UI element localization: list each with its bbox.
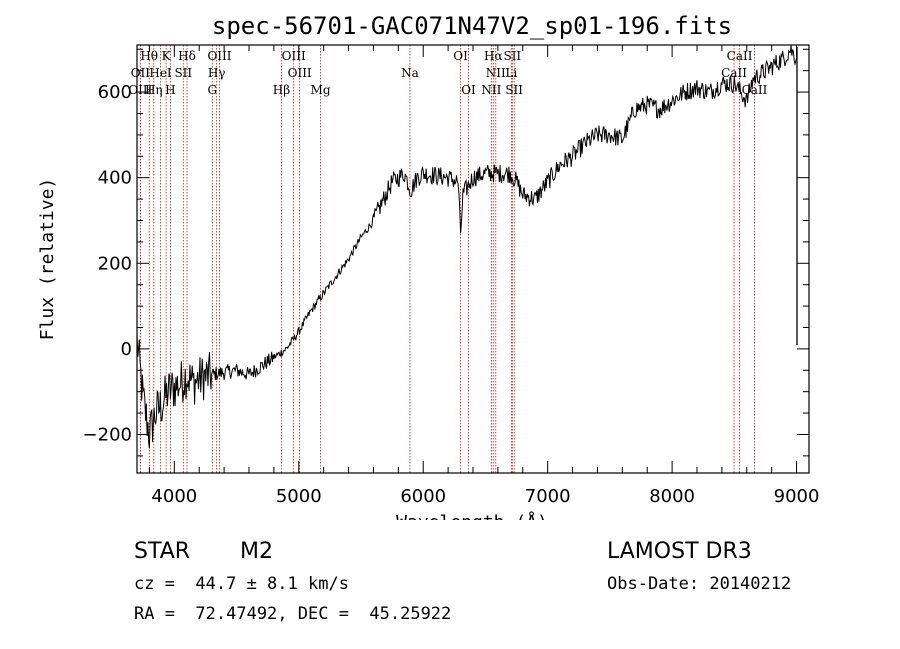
spectral-line-label: H [165, 83, 175, 97]
x-axis-label: Wavelength (Å) [396, 511, 548, 520]
spectral-line-label: SII [174, 66, 192, 80]
chart-title: spec-56701-GAC071N47V2_sp01-196.fits [212, 12, 732, 40]
x-tick-label: 8000 [649, 486, 695, 507]
spectral-line-label: Hθ [140, 49, 158, 63]
spectral-line-label: NII [481, 83, 501, 97]
x-tick-label: 6000 [400, 486, 446, 507]
observation-date: Obs-Date: 20140212 [607, 574, 792, 594]
spectral-line-label: OI [453, 49, 468, 63]
spectral-line-label: Hδ [178, 49, 196, 63]
spectral-line-label: OIII [288, 66, 312, 80]
spectral-line-label: Na [401, 66, 419, 80]
spectral-line-label: Hη [145, 83, 163, 97]
spectral-line-label: Li [505, 66, 517, 80]
y-tick-label: 600 [98, 82, 132, 103]
spectral-line-label: NII [486, 66, 506, 80]
y-tick-label: 0 [121, 339, 132, 360]
spectral-line-label: CaII [742, 83, 768, 97]
x-tick-label: 5000 [276, 486, 322, 507]
coordinates: RA = 72.47492, DEC = 45.25922 [134, 604, 452, 624]
spectral-line-label: OIII [128, 83, 152, 97]
spectral-line-label: CaII [721, 66, 747, 80]
spectral-line-label: OII [131, 66, 151, 80]
spectral-line-markers [139, 45, 755, 473]
y-axis-label: Flux (relative) [37, 178, 58, 341]
spectral-line-label: OI [461, 83, 476, 97]
spectral-line-label: Hγ [208, 66, 226, 80]
y-tick-label: 400 [98, 168, 132, 189]
object-type: STAR [134, 539, 191, 564]
y-tick-label: −200 [83, 424, 132, 445]
spectrum-chart: spec-56701-GAC071N47V2_sp01-196.fits Hθ K… [37, 12, 820, 520]
spectral-line-label: SII [503, 49, 521, 63]
spectral-line-label: OIII [207, 49, 231, 63]
axis-ticks [137, 45, 809, 473]
spectrum-line [136, 45, 798, 449]
spectral-line-label: SII [505, 83, 523, 97]
object-subclass: M2 [240, 539, 273, 564]
axis-tick-labels: 4000 5000 6000 7000 8000 9000 −200 0 200 400 600 [83, 82, 820, 507]
spectral-line-label: Hα [484, 49, 503, 63]
x-tick-label: 9000 [774, 486, 820, 507]
spectral-line-label: Hβ [273, 83, 290, 97]
spectral-line-label: CaII [727, 49, 753, 63]
spectral-line-label: OIII [282, 49, 306, 63]
x-tick-label: 4000 [151, 486, 197, 507]
redshift-value: cz = 44.7 ± 8.1 km/s [134, 574, 349, 594]
x-tick-label: 7000 [525, 486, 571, 507]
y-tick-label: 200 [98, 253, 132, 274]
plot-frame [136, 44, 810, 474]
spectral-line-label: HeI [149, 66, 172, 80]
spectral-line-label: K [162, 49, 172, 63]
spectral-line-label: G [207, 83, 217, 97]
spectral-line-label: Mg [311, 83, 331, 97]
survey-name: LAMOST DR3 [607, 539, 752, 564]
